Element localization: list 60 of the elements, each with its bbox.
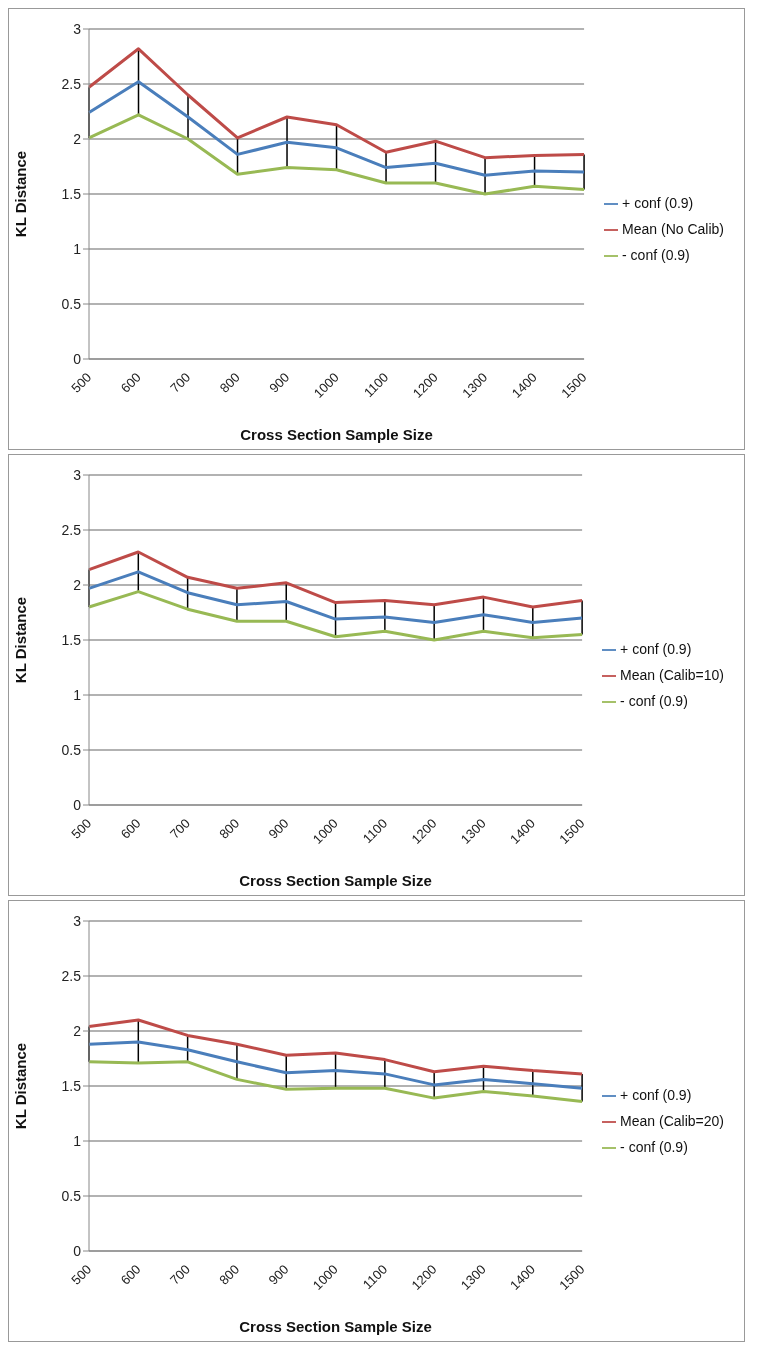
x-tick-label: 600 (117, 1261, 144, 1288)
legend-label: - conf (0.9) (620, 693, 688, 709)
y-tick-label: 3 (73, 20, 82, 37)
y-tick-label: 1 (73, 240, 82, 257)
legend-label: Mean (No Calib) (622, 221, 724, 237)
x-axis-title: Cross Section Sample Size (239, 871, 432, 889)
x-tick-label: 900 (266, 369, 293, 396)
line-series (87, 550, 584, 609)
legend-label: Mean (Calib=10) (620, 667, 724, 683)
x-tick-label: 900 (265, 1261, 292, 1288)
y-tick-label: 3 (73, 466, 82, 483)
y-tick-label: 0 (73, 350, 82, 367)
y-axis-title: KL Distance (12, 150, 30, 238)
x-tick-label: 500 (68, 1261, 95, 1288)
y-tick-label: 3 (73, 912, 82, 929)
x-tick-label: 600 (117, 815, 144, 842)
y-tick-label: 0 (73, 796, 82, 813)
line-series (87, 590, 584, 642)
y-tick-label: 2 (73, 130, 82, 147)
y-tick-label: 2.5 (61, 967, 82, 984)
line-series (87, 1060, 584, 1103)
x-tick-label: 800 (216, 815, 243, 842)
y-tick-label: 2.5 (61, 75, 82, 92)
x-tick-label: 800 (216, 369, 243, 396)
line-series (87, 1018, 584, 1076)
line-series (87, 113, 586, 196)
y-axis-title: KL Distance (12, 1042, 30, 1130)
line-series (87, 80, 586, 177)
y-tick-label: 1.5 (61, 1077, 82, 1094)
line-series (87, 570, 584, 624)
line-series (87, 47, 586, 160)
x-tick-label: 600 (117, 369, 144, 396)
y-tick-label: 1.5 (61, 185, 82, 202)
x-axis-title: Cross Section Sample Size (239, 1317, 432, 1335)
y-axis-title: KL Distance (12, 596, 30, 684)
x-tick-label: 800 (216, 1261, 243, 1288)
x-tick-label: 700 (167, 369, 194, 396)
legend-label: + conf (0.9) (620, 641, 692, 657)
y-tick-label: 0.5 (61, 1187, 82, 1204)
y-tick-label: 2 (73, 576, 82, 593)
y-tick-label: 1 (73, 686, 82, 703)
x-tick-label: 500 (68, 815, 95, 842)
legend-label: + conf (0.9) (622, 195, 694, 211)
y-tick-label: 2 (73, 1022, 82, 1039)
y-tick-label: 0.5 (61, 741, 82, 758)
x-tick-label: 700 (166, 1261, 193, 1288)
line-series (87, 1040, 584, 1090)
x-tick-label: 500 (68, 369, 95, 396)
x-axis-title: Cross Section Sample Size (240, 425, 433, 443)
legend-label: - conf (0.9) (620, 1139, 688, 1155)
y-tick-label: 0 (73, 1242, 82, 1259)
y-tick-label: 1.5 (61, 631, 82, 648)
y-tick-label: 2.5 (61, 521, 82, 538)
y-tick-label: 1 (73, 1132, 82, 1149)
legend-label: + conf (0.9) (620, 1087, 692, 1103)
x-tick-label: 700 (166, 815, 193, 842)
legend-label: - conf (0.9) (622, 247, 690, 263)
y-tick-label: 0.5 (61, 295, 82, 312)
x-tick-label: 900 (265, 815, 292, 842)
legend-label: Mean (Calib=20) (620, 1113, 724, 1129)
